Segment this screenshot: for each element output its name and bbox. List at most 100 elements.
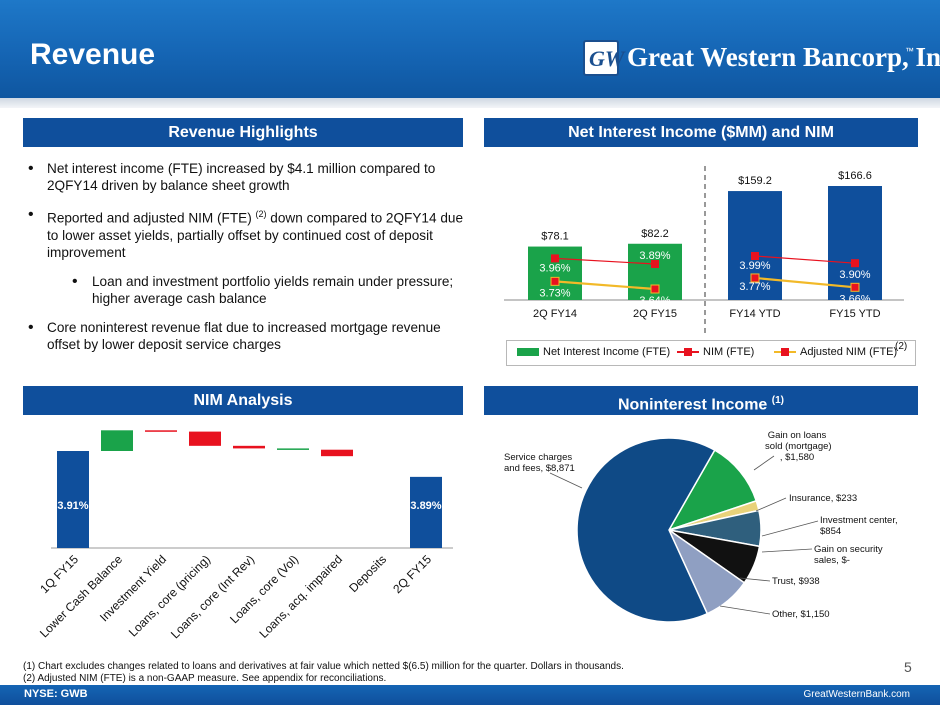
- pie-label-4: Gain on security sales, $-: [814, 544, 883, 566]
- nii-bar-label-0: $78.1: [541, 231, 569, 243]
- footer-website: GreatWesternBank.com: [803, 689, 910, 700]
- logo-trademark: ™: [905, 46, 914, 56]
- nim-label-1: 3.89%: [639, 250, 670, 262]
- pie-leader-line-3: [761, 520, 819, 537]
- logo-mark: GW: [589, 46, 625, 71]
- section-header-noninterest-income: Noninterest Income (1): [484, 386, 918, 415]
- pie-leader-line-1: [753, 455, 775, 471]
- legend-label-nim: NIM (FTE): [703, 346, 755, 358]
- nim-point-2: [751, 252, 759, 260]
- adjusted-nim-point-1: [650, 284, 660, 294]
- nii-bar-label-3: $166.6: [838, 170, 872, 182]
- nii-category-label-3: FY15 YTD: [829, 308, 880, 320]
- pie-label-6: Other, $1,150: [772, 609, 830, 620]
- adjusted-nim-point-3: [850, 282, 860, 292]
- pie-leader-line-6: [719, 605, 771, 615]
- nii-category-label-1: 2Q FY15: [633, 308, 677, 320]
- pie-slice-1: [667, 449, 758, 532]
- nii-bar-label-2: $159.2: [738, 175, 772, 187]
- waterfall-delta-bar-2: [189, 431, 221, 446]
- revenue-highlights-list: Net interest income (FTE) increased by $…: [28, 160, 468, 365]
- adjusted-nim-point-0: [550, 276, 560, 286]
- footnote-2: (2) Adjusted NIM (FTE) is a non-GAAP mea…: [23, 673, 387, 684]
- pie-label-2: Insurance, $233: [789, 493, 857, 504]
- waterfall-category-label-6: Loans, acq. impaired: [256, 552, 345, 641]
- pie-leader-line-2: [755, 497, 787, 512]
- waterfall-category-label-7: Deposits: [346, 552, 389, 595]
- waterfall-delta-bar-1: [145, 430, 177, 432]
- nim-line-0: [554, 257, 656, 265]
- header-stripe: [0, 98, 940, 108]
- bullet-noninterest-revenue: Core noninterest revenue flat due to inc…: [28, 319, 468, 353]
- legend-swatch-nim: [677, 347, 699, 357]
- adjusted-nim-point-2: [750, 273, 760, 283]
- pie-label-3: Investment center, $854: [820, 515, 898, 537]
- waterfall-category-label-8: 2Q FY15: [390, 552, 434, 596]
- waterfall-start-label: 3.91%: [57, 500, 88, 512]
- bullet-nim-text-1: Reported and adjusted NIM (FTE): [47, 210, 256, 226]
- waterfall-category-label-1: Lower Cash Balance: [37, 552, 125, 640]
- waterfall-delta-bar-5: [321, 449, 353, 457]
- legend-item-adjusted-nim: Adjusted NIM (FTE): [774, 346, 897, 358]
- adjusted-nim-label-2: 3.77%: [739, 281, 770, 293]
- footnote-1: (1) Chart excludes changes related to lo…: [23, 661, 624, 672]
- bullet-net-interest-income: Net interest income (FTE) increased by $…: [28, 160, 468, 194]
- waterfall-category-label-3: Loans, core (pricing): [126, 552, 213, 639]
- noninterest-pie-chart: Service charges and fees, $8,871 Gain on l…: [504, 430, 898, 623]
- noninterest-footnote-ref: (1): [771, 395, 785, 406]
- nii-chart-legend: Net Interest Income (FTE) NIM (FTE) Adju…: [506, 340, 916, 366]
- nii-category-label-2: FY14 YTD: [729, 308, 780, 320]
- waterfall-end-label: 3.89%: [410, 500, 441, 512]
- adjusted-nim-label-0: 3.73%: [539, 287, 570, 299]
- page-number: 5: [904, 659, 912, 675]
- waterfall-category-label-4: Loans, core (Int Rev): [168, 552, 257, 641]
- nim-label-0: 3.96%: [539, 262, 570, 274]
- legend-swatch-adjusted-nim: [774, 347, 796, 357]
- page-title: Revenue: [30, 38, 156, 71]
- legend-item-nii: Net Interest Income (FTE): [517, 346, 670, 358]
- waterfall-bar-end: [410, 476, 442, 548]
- nim-line-1: [754, 255, 856, 264]
- nim-point-3: [851, 259, 859, 268]
- pie-leader-line-0: [549, 472, 583, 489]
- adjusted-nim-label-1: 3.64%: [639, 295, 670, 307]
- legend-label-adjusted-nim: Adjusted NIM (FTE): [800, 346, 898, 358]
- waterfall-bar-start: [57, 451, 89, 548]
- section-header-revenue-highlights: Revenue Highlights: [23, 118, 463, 147]
- nii-bar-3: [828, 186, 882, 300]
- pie-label-5: Trust, $938: [772, 576, 820, 587]
- waterfall-delta-bar-3: [233, 445, 265, 449]
- adjusted-nim-line-0: [554, 280, 656, 291]
- legend-footnote-ref: (2): [895, 341, 908, 352]
- nii-category-label-0: 2Q FY14: [533, 308, 577, 320]
- pie-label-0: Service charges and fees, $8,871: [504, 452, 575, 474]
- nii-nim-chart: $78.1 2Q FY14 $82.2 2Q FY15 $159.2 FY14 YTD $1…: [504, 166, 904, 336]
- pie-label-1: Gain on loans sold (mortgage), $1,580: [762, 430, 831, 463]
- bullet-nim-text-2: down compared to 2QFY14 due to lower ass…: [47, 210, 464, 260]
- adjusted-nim-line-1: [754, 276, 856, 289]
- footer-band: NYSE: GWB GreatWesternBank.com: [0, 685, 940, 705]
- pie-slice-0: [576, 437, 716, 623]
- footer-ticker: NYSE: GWB: [24, 688, 88, 700]
- noninterest-title: Noninterest Income: [617, 396, 768, 414]
- nim-label-2: 3.99%: [739, 260, 770, 272]
- legend-swatch-nii: [517, 348, 539, 357]
- header-band: [0, 0, 940, 98]
- waterfall-delta-bar-4: [277, 448, 309, 450]
- nim-label-3: 3.90%: [839, 269, 870, 281]
- legend-item-nim: NIM (FTE): [677, 346, 754, 358]
- bullet-nim-footnote: (2): [255, 209, 267, 219]
- legend-label-nii: Net Interest Income (FTE): [543, 346, 671, 358]
- logo-text: Great Western Bancorp, Inc.: [627, 42, 940, 72]
- waterfall-category-label-0: 1Q FY15: [37, 552, 81, 596]
- nii-bar-label-1: $82.2: [641, 228, 669, 240]
- adjusted-nim-label-3: 3.66%: [839, 293, 870, 305]
- nim-point-0: [551, 254, 559, 263]
- bullet-portfolio-yields: Loan and investment portfolio yields rem…: [28, 273, 468, 307]
- pie-leader-line-5: [739, 577, 771, 582]
- bullet-nim: Reported and adjusted NIM (FTE) (2) down…: [28, 206, 468, 261]
- waterfall-delta-bar-0: [101, 430, 133, 451]
- logo-icon: GW: [583, 40, 624, 76]
- section-header-nii-nim: Net Interest Income ($MM) and NIM: [484, 118, 918, 147]
